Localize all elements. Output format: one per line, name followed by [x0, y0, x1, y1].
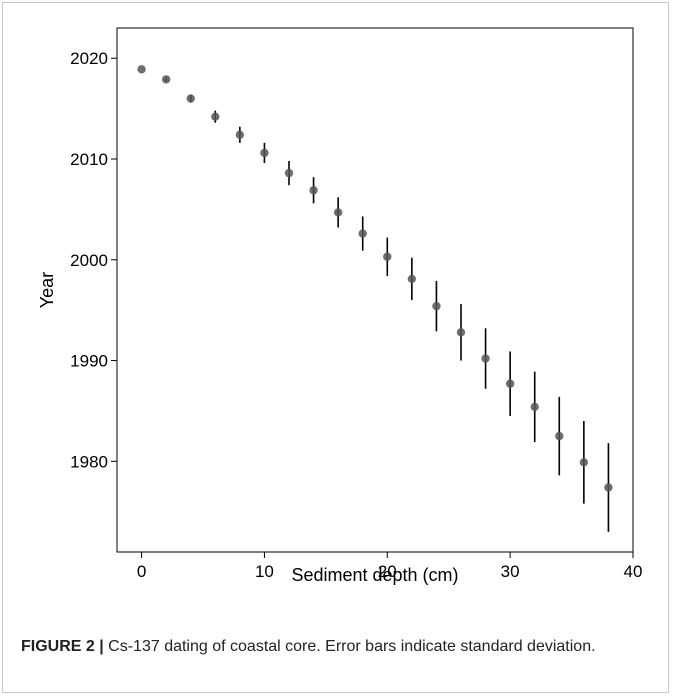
- y-tick-label: 1980: [70, 452, 108, 471]
- data-point: [186, 94, 195, 103]
- data-points: [137, 65, 613, 492]
- error-bars: [165, 77, 610, 532]
- data-point: [456, 328, 466, 337]
- y-tick-label: 2010: [70, 150, 108, 169]
- data-point: [211, 112, 220, 121]
- data-point: [309, 186, 318, 195]
- data-point: [579, 458, 589, 467]
- figure-caption-text: Cs-137 dating of coastal core. Error bar…: [103, 638, 596, 655]
- data-point: [284, 168, 294, 178]
- x-axis-title: Sediment depth (cm): [291, 565, 458, 585]
- data-point: [137, 65, 146, 74]
- data-point: [235, 130, 245, 140]
- year-vs-depth-chart: 0 10 20 30 40 1980 1990 2000 2010 2020 Sediment …: [37, 27, 643, 585]
- x-tick-label: 10: [255, 562, 274, 581]
- y-tick-label: 2020: [70, 49, 108, 68]
- data-point: [604, 483, 613, 492]
- data-point: [260, 148, 269, 158]
- data-point: [333, 208, 343, 217]
- x-tick-label: 20: [378, 562, 397, 581]
- data-point: [530, 402, 539, 412]
- data-point: [383, 252, 392, 261]
- x-tick-label: 40: [624, 562, 643, 581]
- y-tick-label: 1990: [70, 352, 108, 371]
- x-tick-label: 30: [501, 562, 520, 581]
- y-axis: 1980 1990 2000 2010 2020: [70, 49, 117, 471]
- data-point: [432, 301, 441, 311]
- y-tick-label: 2000: [70, 251, 108, 270]
- figure-caption-label: FIGURE 2 |: [21, 638, 104, 655]
- y-axis-title: Year: [37, 272, 57, 308]
- plot-area-border: [116, 27, 634, 553]
- figure-caption: FIGURE 2 | Cs-137 dating of coastal core…: [21, 636, 651, 658]
- data-point: [358, 229, 367, 238]
- x-axis: 0 10 20 30 40: [137, 552, 643, 581]
- data-point: [481, 354, 490, 363]
- x-tick-label: 0: [137, 562, 146, 581]
- data-point: [505, 379, 515, 388]
- data-point: [555, 431, 564, 441]
- data-point: [161, 75, 171, 84]
- data-point: [407, 274, 417, 284]
